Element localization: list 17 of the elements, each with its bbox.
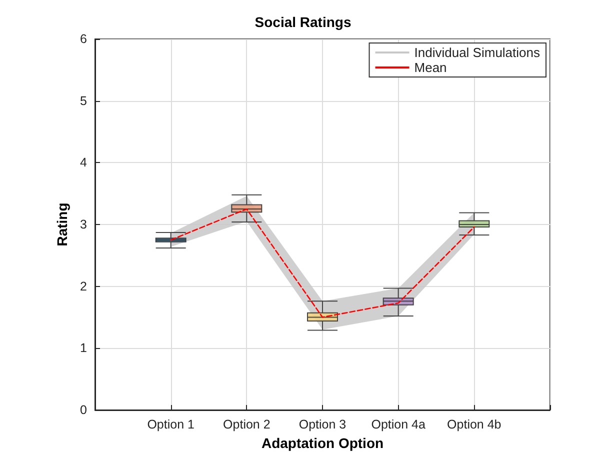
x-tick-label: Option 1 [147,418,194,432]
y-tick-label: 1 [80,341,88,356]
y-axis-title: Rating [54,202,70,246]
x-tick-label: Option 3 [298,418,346,432]
legend-label: Individual Simulations [414,45,540,60]
x-tick-label: Option 4b [447,418,502,432]
y-tick-label: 6 [80,32,88,46]
y-tick-label: 5 [80,94,88,108]
x-tick-label: Option 4a [371,418,426,432]
x-axis-title: Adaptation Option [261,435,384,451]
y-tick-label: 4 [80,156,88,170]
x-tick-label: Option 2 [223,418,270,432]
y-tick-label: 3 [80,218,88,232]
y-tick-label: 2 [80,279,88,294]
legend-label: Mean [414,60,447,75]
chart-title: Social Ratings [254,14,352,30]
y-tick-label: 0 [80,403,88,417]
